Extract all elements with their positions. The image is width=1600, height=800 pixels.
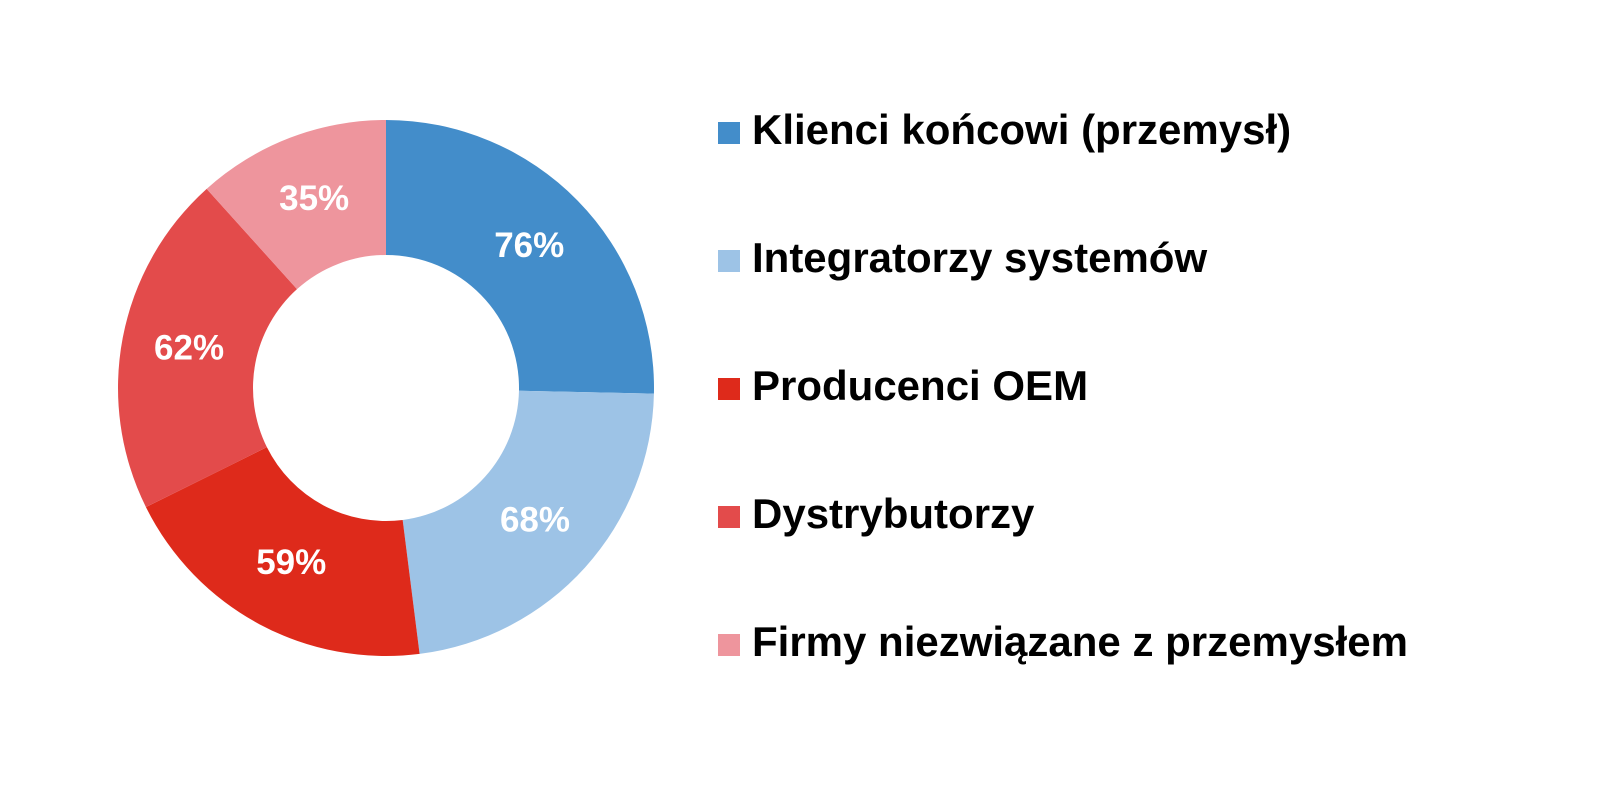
legend-swatch: [718, 634, 740, 656]
value-label: 76%: [494, 226, 564, 265]
legend-label: Integratorzy systemów: [752, 234, 1207, 281]
legend-swatch: [718, 250, 740, 272]
value-label: 68%: [500, 500, 570, 539]
donut-slice: [386, 120, 654, 394]
legend-label: Klienci końcowi (przemysł): [752, 106, 1291, 153]
donut-slice: [206, 120, 386, 290]
legend-label: Producenci OEM: [752, 362, 1088, 409]
donut-slice: [402, 390, 654, 654]
legend-label: Dystrybutorzy: [752, 490, 1035, 537]
legend-swatch: [718, 506, 740, 528]
legend-label: Firmy niezwiązane z przemysłem: [752, 618, 1408, 665]
value-label: 59%: [256, 543, 326, 582]
value-label: 62%: [154, 329, 224, 368]
donut-slice: [118, 188, 298, 508]
value-label: 35%: [279, 179, 349, 218]
legend-swatch: [718, 378, 740, 400]
legend-swatch: [718, 122, 740, 144]
donut-slice: [145, 447, 420, 656]
